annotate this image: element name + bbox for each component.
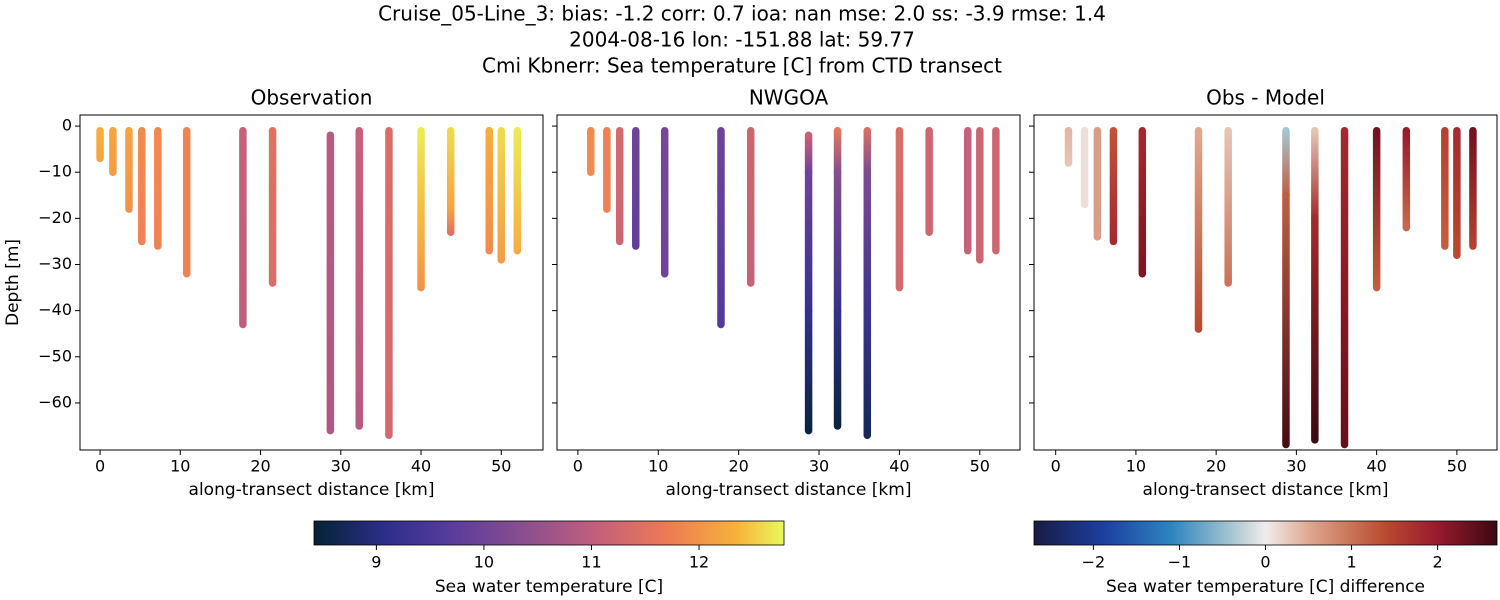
x-tick-label: 40 [411,457,431,476]
x-tick-label: 50 [970,457,990,476]
suptitle: 2004-08-16 lon: -151.88 lat: 59.77 [569,28,915,52]
colorbar-tick-label: 0 [1260,553,1270,572]
suptitle: Cruise_05-Line_3: bias: -1.2 corr: 0.7 i… [378,2,1106,26]
x-tick-label: 30 [1286,457,1306,476]
y-tick-label: −10 [38,162,72,181]
y-axis-label: Depth [m] [3,239,23,326]
x-axis-label: along-transect distance [km] [1143,480,1389,500]
x-tick-label: 20 [250,457,270,476]
axes-frame [1033,114,1498,451]
colorbar-tick-label: 10 [474,553,494,572]
y-tick-label: 0 [62,116,72,135]
x-tick-label: 40 [1366,457,1386,476]
x-tick-label: 50 [491,457,511,476]
y-tick-label: −30 [38,254,72,273]
x-tick-label: 0 [95,457,105,476]
axes-frame [556,114,1021,451]
colorbar-label: Sea water temperature [C] [435,577,663,597]
x-tick-label: 40 [889,457,909,476]
x-tick-label: 30 [809,457,829,476]
y-tick-label: −20 [38,208,72,227]
x-axis-label: along-transect distance [km] [666,480,912,500]
y-tick-label: −50 [38,346,72,365]
colorbar [313,520,785,546]
y-tick-label: −60 [38,392,72,411]
x-tick-label: 20 [728,457,748,476]
colorbar-label: Sea water temperature [C] difference [1106,577,1425,597]
colorbar-tick-label: 12 [689,553,709,572]
suptitle: Cmi Kbnerr: Sea temperature [C] from CTD… [482,54,1002,78]
x-tick-label: 10 [648,457,668,476]
x-tick-label: 10 [1126,457,1146,476]
colorbar-tick-label: −2 [1082,553,1106,572]
x-tick-label: 0 [1051,457,1061,476]
colorbar-tick-label: −1 [1168,553,1192,572]
axes-frame [79,114,544,451]
colorbar-tick-label: 11 [581,553,601,572]
colorbar-tick-label: 2 [1433,553,1443,572]
x-tick-label: 50 [1447,457,1467,476]
x-tick-label: 0 [573,457,583,476]
y-tick-label: −40 [38,300,72,319]
panel-title: Observation [251,86,373,110]
x-tick-label: 30 [331,457,351,476]
x-axis-label: along-transect distance [km] [189,480,435,500]
colorbar [1033,520,1498,546]
panel-title: Obs - Model [1206,86,1325,110]
colorbar-tick-label: 1 [1346,553,1356,572]
x-tick-label: 20 [1206,457,1226,476]
panel-title: NWGOA [749,86,829,110]
x-tick-label: 10 [170,457,190,476]
colorbar-tick-label: 9 [371,553,381,572]
